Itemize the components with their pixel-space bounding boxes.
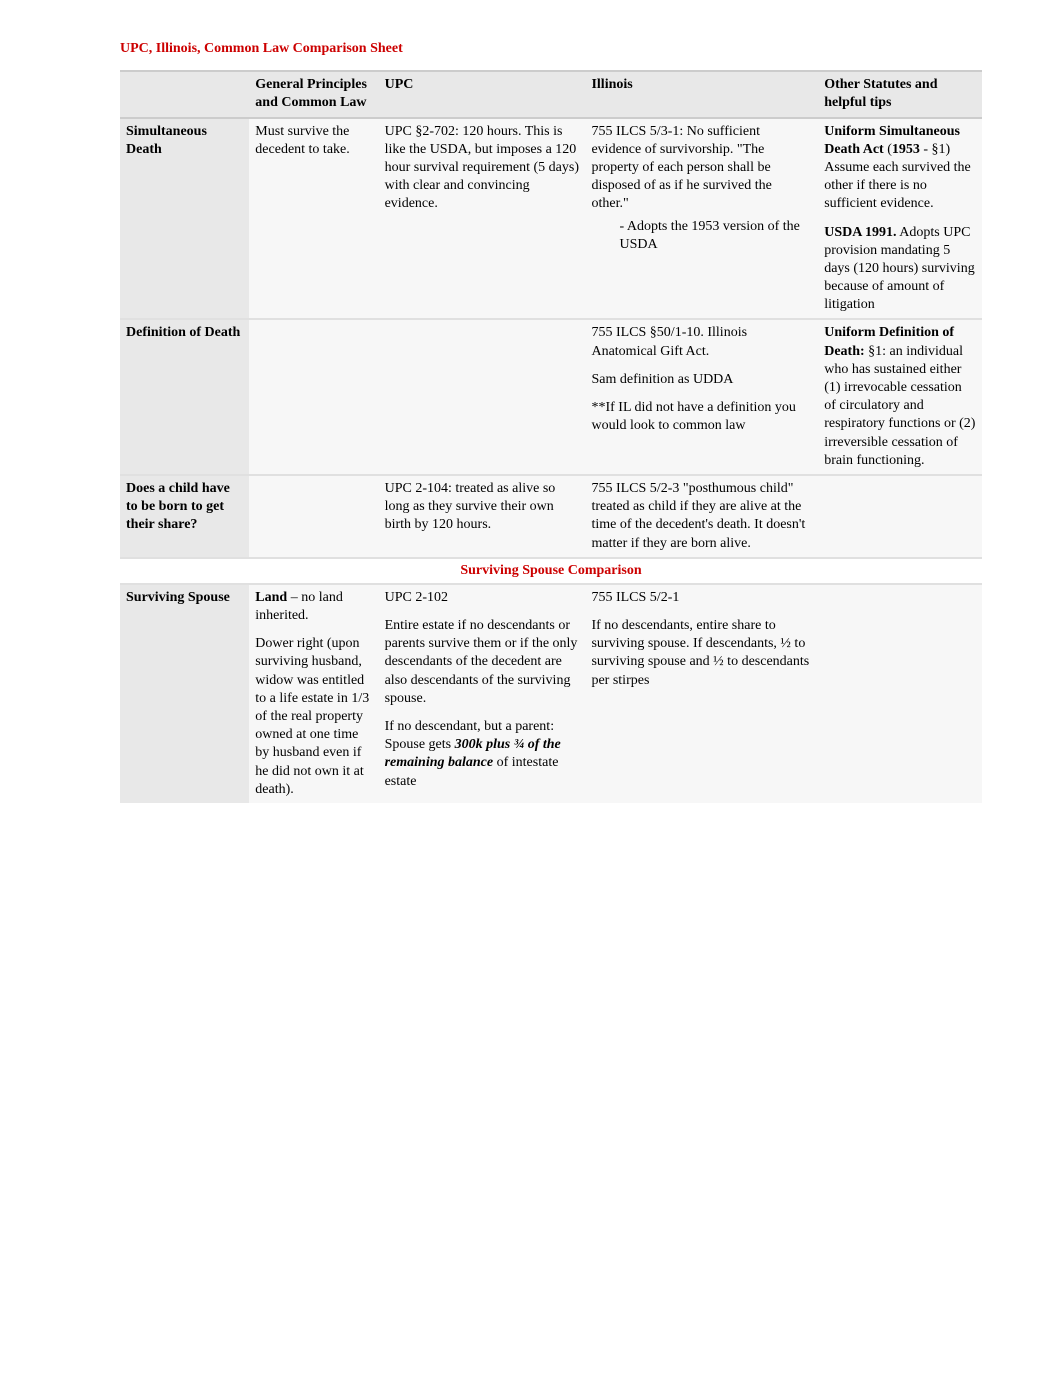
cell-general: Must survive the decedent to take. xyxy=(249,118,378,320)
upc-no-descendant: If no descendant, but a parent: Spouse g… xyxy=(385,718,580,791)
dower-right: Dower right (upon surviving husband, wid… xyxy=(255,635,372,799)
cell-other: Uniform Definition of Death: §1: an indi… xyxy=(818,319,982,475)
row-label: Does a child have to be born to get thei… xyxy=(120,475,249,558)
cell-upc: UPC 2-104: treated as alive so long as t… xyxy=(379,475,586,558)
cell-upc: UPC 2-102 Entire estate if no descendant… xyxy=(379,584,586,803)
header-blank xyxy=(120,71,249,117)
header-illinois: Illinois xyxy=(585,71,818,117)
row-definition-of-death: Definition of Death 755 ILCS §50/1-10. I… xyxy=(120,319,982,475)
upc-2-102: UPC 2-102 xyxy=(385,589,580,607)
header-other: Other Statutes and helpful tips xyxy=(818,71,982,117)
cell-other xyxy=(818,475,982,558)
header-upc: UPC xyxy=(379,71,586,117)
other-paren: ( xyxy=(884,142,892,157)
cell-upc xyxy=(379,319,586,475)
cell-other: Uniform Simultaneous Death Act (1953 - §… xyxy=(818,118,982,320)
illinois-755: 755 ILCS 5/2-1 xyxy=(591,589,812,607)
illinois-main-text: 755 ILCS 5/3-1: No sufficient evidence o… xyxy=(591,124,771,212)
row-label: Simultaneous Death xyxy=(120,118,249,320)
other-year: 1953 xyxy=(892,142,920,157)
illinois-shares: If no descendants, entire share to survi… xyxy=(591,617,812,690)
cell-general: Land – no land inherited. Dower right (u… xyxy=(249,584,378,803)
cell-other xyxy=(818,584,982,803)
row-simultaneous-death: Simultaneous Death Must survive the dece… xyxy=(120,118,982,320)
cell-illinois: 755 ILCS 5/2-1 If no descendants, entire… xyxy=(585,584,818,803)
illinois-p3: **If IL did not have a definition you wo… xyxy=(591,399,812,435)
page-title: UPC, Illinois, Common Law Comparison She… xyxy=(120,40,982,58)
other-usda-1991: USDA 1991. xyxy=(824,225,896,240)
row-child-born: Does a child have to be born to get thei… xyxy=(120,475,982,558)
row-label: Definition of Death xyxy=(120,319,249,475)
land-bold: Land xyxy=(255,590,287,605)
other-udd-rest: §1: an individual who has sustained eith… xyxy=(824,344,975,468)
cell-general xyxy=(249,475,378,558)
cell-upc: UPC §2-702: 120 hours. This is like the … xyxy=(379,118,586,320)
illinois-bullet-list: Adopts the 1953 version of the USDA xyxy=(591,218,812,254)
header-general: General Principles and Common Law xyxy=(249,71,378,117)
comparison-table: General Principles and Common Law UPC Il… xyxy=(120,70,982,803)
illinois-p1: 755 ILCS §50/1-10. Illinois Anatomical G… xyxy=(591,324,812,360)
cell-illinois: 755 ILCS §50/1-10. Illinois Anatomical G… xyxy=(585,319,818,475)
upc-entire-estate: Entire estate if no descendants or paren… xyxy=(385,617,580,708)
row-surviving-spouse: Surviving Spouse Land – no land inherite… xyxy=(120,584,982,803)
illinois-p2: Sam definition as UDDA xyxy=(591,371,812,389)
cell-illinois: 755 ILCS 5/2-3 "posthumous child" treate… xyxy=(585,475,818,558)
header-row: General Principles and Common Law UPC Il… xyxy=(120,71,982,117)
cell-illinois: 755 ILCS 5/3-1: No sufficient evidence o… xyxy=(585,118,818,320)
illinois-bullet: Adopts the 1953 version of the USDA xyxy=(619,218,812,254)
cell-general xyxy=(249,319,378,475)
row-label: Surviving Spouse xyxy=(120,584,249,803)
section-surviving-spouse: Surviving Spouse Comparison xyxy=(120,558,982,584)
section-title: Surviving Spouse Comparison xyxy=(120,558,982,584)
